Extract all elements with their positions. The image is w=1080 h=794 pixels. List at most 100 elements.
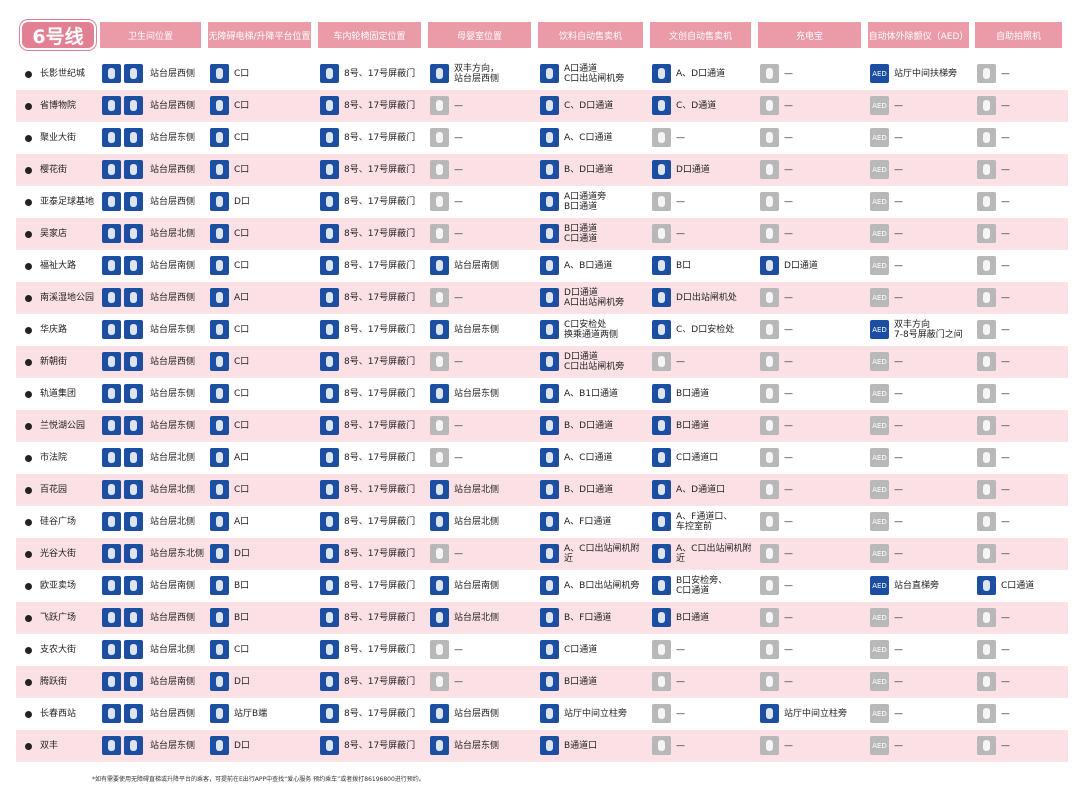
icon (320, 128, 339, 147)
cell-text: — (1001, 645, 1010, 655)
cell-text: — (454, 101, 463, 111)
cell-text: 站台层东侧 (454, 325, 500, 335)
icon-glyph (983, 324, 990, 335)
icon-glyph (326, 484, 333, 495)
icon-glyph (216, 708, 223, 719)
icon (430, 544, 449, 563)
timeline-dot (25, 295, 32, 302)
icon (124, 544, 143, 563)
icon-glyph (766, 260, 773, 271)
icon-glyph (983, 548, 990, 559)
icon (210, 576, 229, 595)
icon-glyph (658, 740, 665, 751)
icon (124, 224, 143, 243)
icon-glyph (108, 708, 115, 719)
cell-text: — (1001, 69, 1010, 79)
icon-glyph (983, 388, 990, 399)
icon-glyph (130, 100, 137, 111)
icon (124, 320, 143, 339)
icon-glyph (130, 356, 137, 367)
icon (652, 192, 671, 211)
timeline-dot (25, 199, 32, 206)
icon (540, 544, 559, 563)
icon (760, 352, 779, 371)
cell-text: — (894, 357, 903, 367)
icon (320, 544, 339, 563)
icon (320, 736, 339, 755)
cell-text: — (894, 453, 903, 463)
icon-glyph (326, 740, 333, 751)
icon-glyph (130, 676, 137, 687)
icon (124, 480, 143, 499)
timeline-dot (25, 615, 32, 622)
icon (102, 736, 121, 755)
icon (977, 96, 996, 115)
icon (430, 704, 449, 723)
icon (102, 256, 121, 275)
icon: AED (870, 640, 889, 659)
cell-text: — (784, 677, 793, 687)
cell-text: D口通道 (784, 261, 818, 271)
cell-text: 站台层东侧 (150, 421, 196, 431)
icon (977, 576, 996, 595)
column-header: 充电宝 (758, 22, 861, 48)
cell-text: — (454, 453, 463, 463)
icon-glyph (216, 196, 223, 207)
icon-glyph (983, 580, 990, 591)
icon (430, 384, 449, 403)
icon-glyph (436, 548, 443, 559)
icon (210, 448, 229, 467)
icon (124, 448, 143, 467)
column-header: 文创自动售卖机 (650, 22, 751, 48)
cell-text: — (784, 293, 793, 303)
cell-text: 8号、17号屏蔽门 (344, 453, 416, 463)
timeline-dot (25, 231, 32, 238)
icon: AED (870, 256, 889, 275)
cell-text: 8号、17号屏蔽门 (344, 645, 416, 655)
cell-text: D口通道 (676, 165, 710, 175)
icon: AED (870, 352, 889, 371)
icon (124, 672, 143, 691)
icon (430, 480, 449, 499)
cell-text: D口 (234, 741, 250, 751)
icon (430, 672, 449, 691)
icon-glyph (436, 100, 443, 111)
icon (760, 672, 779, 691)
icon (430, 576, 449, 595)
cell-text: C口 (234, 325, 250, 335)
icon (210, 160, 229, 179)
column-header: 自动体外除颤仪（AED） (868, 22, 969, 48)
timeline-dot (25, 359, 32, 366)
timeline-dot (25, 71, 32, 78)
timeline-dot (25, 647, 32, 654)
icon (210, 512, 229, 531)
line-badge: 6号线 (20, 20, 96, 50)
cell-text: 站厅中间扶梯旁 (894, 69, 958, 79)
icon (124, 736, 143, 755)
station-name: 樱花街 (40, 165, 68, 175)
icon (652, 608, 671, 627)
icon-glyph (983, 452, 990, 463)
icon (320, 256, 339, 275)
icon-glyph (108, 740, 115, 751)
cell-text: 8号、17号屏蔽门 (344, 261, 416, 271)
station-name: 福祉大路 (40, 261, 77, 271)
cell-text: 站台层西侧 (150, 165, 196, 175)
icon (977, 416, 996, 435)
icon (652, 448, 671, 467)
icon (430, 192, 449, 211)
icon-glyph (108, 484, 115, 495)
cell-text: A、F通道口、 车控室前 (676, 512, 733, 532)
icon (760, 544, 779, 563)
icon-glyph (326, 580, 333, 591)
icon (540, 576, 559, 595)
icon-glyph (130, 516, 137, 527)
icon: AED (870, 192, 889, 211)
icon-glyph (130, 612, 137, 623)
cell-text: — (784, 325, 793, 335)
icon-glyph (766, 164, 773, 175)
icon: AED (870, 128, 889, 147)
cell-text: — (784, 741, 793, 751)
icon-glyph (766, 452, 773, 463)
icon-glyph (216, 68, 223, 79)
